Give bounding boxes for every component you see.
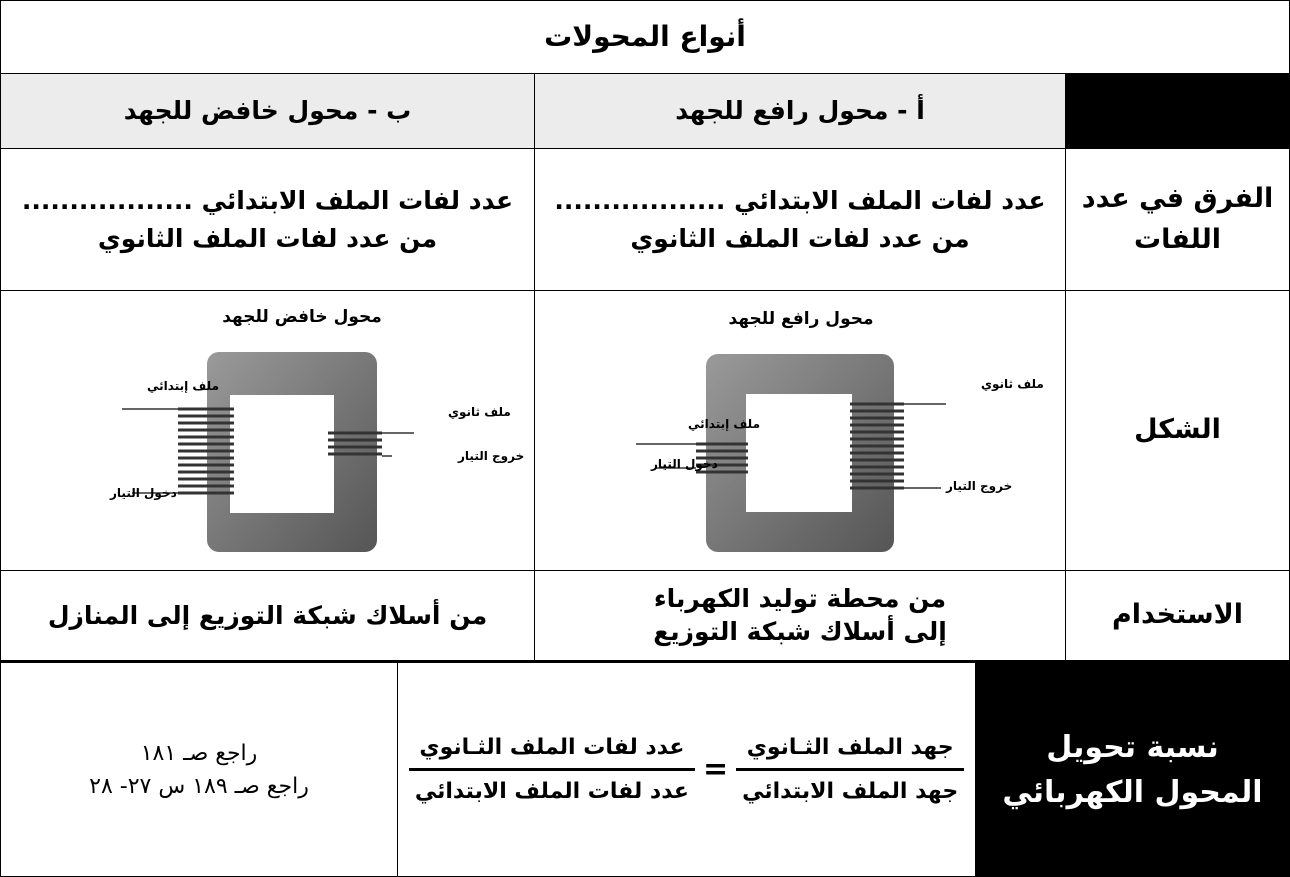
primary-coil bbox=[178, 407, 234, 495]
core-hole bbox=[230, 395, 334, 513]
title: أنواع المحولات bbox=[0, 0, 1290, 74]
equals: = bbox=[702, 752, 729, 787]
text: عدد لفات الملف الابتدائي ...............… bbox=[554, 186, 1046, 215]
text: الفرق في عدد bbox=[1081, 183, 1274, 214]
text: ب - محول خافض للجهد bbox=[123, 96, 412, 126]
leads bbox=[636, 403, 946, 489]
core-hole bbox=[746, 394, 852, 512]
text: جهد الملف الثـانوي bbox=[746, 735, 954, 760]
label: ملف إبتدائي bbox=[688, 417, 760, 431]
voltage-fraction: جهد الملف الثـانوي جهد الملف الابتدائي bbox=[736, 727, 965, 812]
label: خروج التيار bbox=[457, 449, 524, 464]
diagram-title: محول رافع للجهد bbox=[729, 309, 874, 329]
cell: محول خافض للجهد ملف إبتدائي دخول التيار … bbox=[0, 290, 535, 571]
text: نسبة تحويل bbox=[1046, 729, 1219, 765]
label: خروج التيار bbox=[945, 479, 1012, 494]
text: اللفات bbox=[1133, 223, 1222, 255]
turns-fraction: عدد لفات الملف الثـانوي عدد لفات الملف ال… bbox=[408, 727, 695, 812]
text: من محطة توليد الكهرباء bbox=[653, 584, 947, 613]
cell: عدد لفات الملف الابتدائي ...............… bbox=[0, 148, 535, 291]
cell: من أسلاك شبكة التوزيع إلى المنازل bbox=[0, 570, 535, 661]
col-head: ب - محول خافض للجهد bbox=[0, 73, 535, 149]
text: عدد لفات الملف الابتدائي ...............… bbox=[21, 186, 514, 215]
corner bbox=[1065, 73, 1290, 149]
step-down-diagram: محول خافض للجهد ملف إبتدائي دخول التيار … bbox=[109, 307, 524, 552]
label: ملف ثانوي bbox=[448, 405, 511, 420]
label: دخول التيار bbox=[650, 457, 718, 472]
fraction-bar bbox=[408, 768, 695, 771]
leads bbox=[122, 408, 414, 494]
title-text: أنواع المحولات bbox=[544, 20, 746, 53]
cell: محول رافع للجهد ملف إبتدائي دخول التيار … bbox=[534, 290, 1066, 571]
label: ملف إبتدائي bbox=[147, 379, 219, 393]
cell: من محطة توليد الكهرباء إلى أسلاك شبكة الت… bbox=[534, 570, 1066, 661]
text: إلى أسلاك شبكة التوزيع bbox=[653, 616, 947, 646]
refs: راجع صـ ١٨١ راجع صـ ١٨٩ س ٢٧- ٢٨ bbox=[0, 660, 398, 877]
fraction-bar bbox=[736, 768, 965, 771]
row-head: الشكل bbox=[1065, 290, 1290, 571]
label: دخول التيار bbox=[109, 486, 177, 501]
col-head: أ - محول رافع للجهد bbox=[534, 73, 1066, 149]
text: جهد الملف الابتدائي bbox=[742, 779, 959, 804]
secondary-coil bbox=[328, 431, 382, 456]
text: أ - محول رافع للجهد bbox=[675, 96, 925, 126]
text: راجع صـ ١٨١ bbox=[140, 740, 258, 766]
text: الشكل bbox=[1134, 414, 1221, 446]
text: من عدد لفات الملف الثانوي bbox=[630, 223, 970, 253]
primary-coil bbox=[696, 442, 748, 474]
cell: عدد لفات الملف الابتدائي ...............… bbox=[534, 148, 1066, 291]
text: عدد لفات الملف الابتدائي bbox=[414, 779, 689, 804]
text: المحول الكهربائي bbox=[1002, 774, 1263, 810]
text: من أسلاك شبكة التوزيع إلى المنازل bbox=[47, 600, 488, 630]
text: من عدد لفات الملف الثانوي bbox=[97, 223, 438, 253]
formula: جهد الملف الثـانوي جهد الملف الابتدائي = … bbox=[397, 660, 976, 877]
step-up-diagram: محول رافع للجهد ملف إبتدائي دخول التيار … bbox=[636, 309, 1044, 552]
label: ملف ثانوي bbox=[981, 377, 1044, 392]
secondary-coil bbox=[850, 402, 904, 490]
text: الاستخدام bbox=[1111, 599, 1244, 631]
row-head: الاستخدام bbox=[1065, 570, 1290, 661]
diagram-title: محول خافض للجهد bbox=[222, 307, 382, 327]
row-head: الفرق في عدد اللفات bbox=[1065, 148, 1290, 291]
text: عدد لفات الملف الثـانوي bbox=[419, 735, 685, 760]
text: راجع صـ ١٨٩ س ٢٧- ٢٨ bbox=[89, 773, 309, 799]
ratio-head: نسبة تحويل المحول الكهربائي bbox=[975, 660, 1290, 877]
